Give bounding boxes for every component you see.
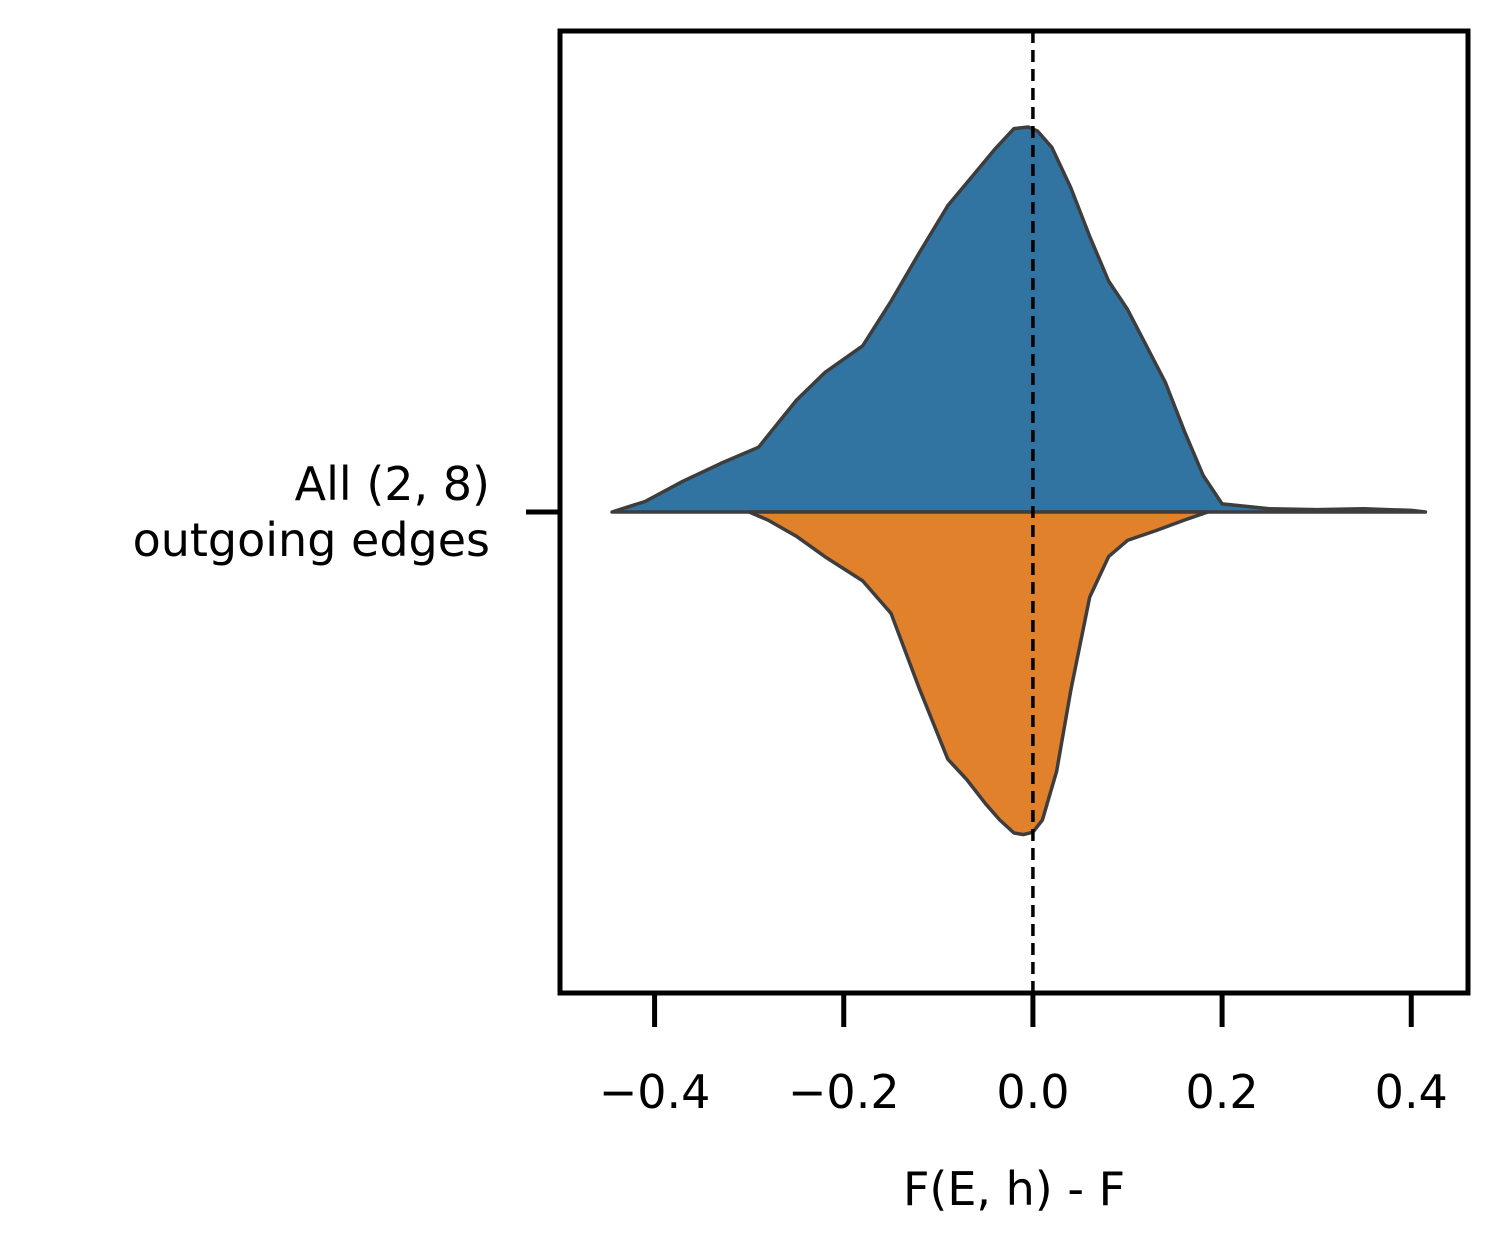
y-axis-ticks: All (2, 8)outgoing edges: [133, 457, 560, 567]
x-tick-label: 0.4: [1375, 1065, 1448, 1119]
violins: [610, 125, 1428, 837]
x-tick-label: 0.2: [1186, 1065, 1259, 1119]
x-tick-label: −0.2: [788, 1065, 900, 1119]
x-tick-label: −0.4: [599, 1065, 711, 1119]
plot-area: [557, 28, 1471, 996]
y-tick-label-line: outgoing edges: [133, 513, 490, 567]
violin-half-upper: [610, 125, 1428, 514]
y-tick-label-line: All (2, 8): [295, 457, 490, 511]
x-axis-ticks: −0.4 −0.2 0.0 0.2 0.4: [599, 993, 1448, 1119]
x-axis-label: F(E, h) - F: [903, 1162, 1125, 1216]
violin-half-lower: [747, 510, 1210, 837]
x-tick-label: 0.0: [996, 1065, 1069, 1119]
